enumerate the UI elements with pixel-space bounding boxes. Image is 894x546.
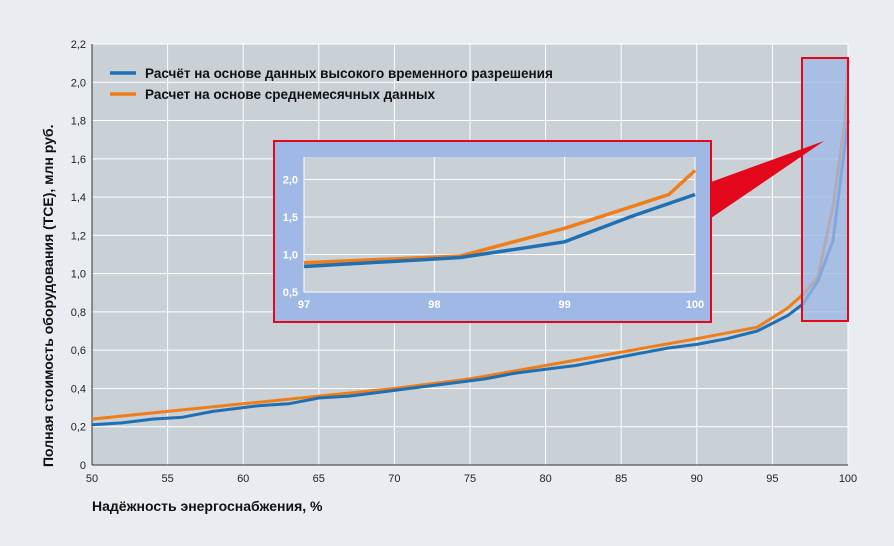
inset-grid (303, 157, 696, 293)
highlight-zoom-box (801, 57, 849, 322)
inset-x-tick-label: 97 (298, 299, 310, 311)
series-line-high-res (91, 120, 850, 427)
y-tick-label: 1,8 (71, 116, 86, 128)
inset-y-tick-label: 2,0 (283, 175, 298, 187)
y-axis-title: Полная стоимость оборудования (ТСЕ), млн… (40, 125, 56, 467)
x-tick-label: 90 (691, 473, 703, 485)
inset-y-tick-label: 1,5 (283, 212, 298, 224)
legend-label-monthly: Расчет на основе среднемесячных данных (145, 87, 436, 102)
inset-x-tick-label: 100 (686, 299, 704, 311)
x-tick-label: 75 (464, 473, 476, 485)
x-tick-label: 55 (161, 473, 173, 485)
x-tick-label: 70 (388, 473, 400, 485)
x-tick-label: 60 (237, 473, 249, 485)
legend-label-high-res: Расчёт на основе данных высокого временн… (145, 66, 553, 81)
y-tick-label: 0,8 (71, 307, 86, 319)
axes: 0 0,2 0,4 0,6 0,8 1,0 1,2 1,4 1,6 1,8 2,0 2,2 50 55 60… (71, 39, 857, 485)
inset-plot-area (304, 157, 695, 292)
x-tick-label: 80 (539, 473, 551, 485)
inset-chart: 0,5 1,0 1,5 2,0 97 98 99 100 (273, 140, 712, 323)
x-tick-label: 85 (615, 473, 627, 485)
inset-axes: 0,5 1,0 1,5 2,0 97 98 99 100 (283, 175, 704, 312)
y-tick-label: 0,2 (71, 422, 86, 434)
x-tick-label: 95 (766, 473, 778, 485)
inset-x-tick-label: 98 (428, 299, 440, 311)
y-tick-label: 0 (80, 460, 86, 472)
y-tick-label: 1,0 (71, 269, 86, 281)
inset-series-layer (303, 169, 697, 269)
y-tick-label: 2,2 (71, 39, 86, 51)
x-axis-title: Надёжность энергоснабжения, % (92, 498, 323, 514)
x-tick-label: 100 (839, 473, 857, 485)
legend: Расчёт на основе данных высокого временн… (110, 66, 553, 102)
inset-y-tick-label: 0,5 (283, 287, 298, 299)
y-tick-label: 1,4 (71, 192, 86, 204)
inset-x-tick-label: 99 (559, 299, 571, 311)
inset-series-line-monthly (303, 169, 697, 265)
x-tick-label: 65 (313, 473, 325, 485)
inset-series-line-high-res (303, 192, 696, 269)
y-tick-label: 1,2 (71, 230, 86, 242)
y-tick-label: 1,6 (71, 154, 86, 166)
y-tick-label: 2,0 (71, 77, 86, 89)
inset-y-tick-label: 1,0 (283, 250, 298, 262)
zoom-callout-arrow (711, 141, 824, 218)
x-tick-label: 50 (86, 473, 98, 485)
y-tick-label: 0,4 (71, 383, 86, 395)
y-tick-label: 0,6 (71, 345, 86, 357)
